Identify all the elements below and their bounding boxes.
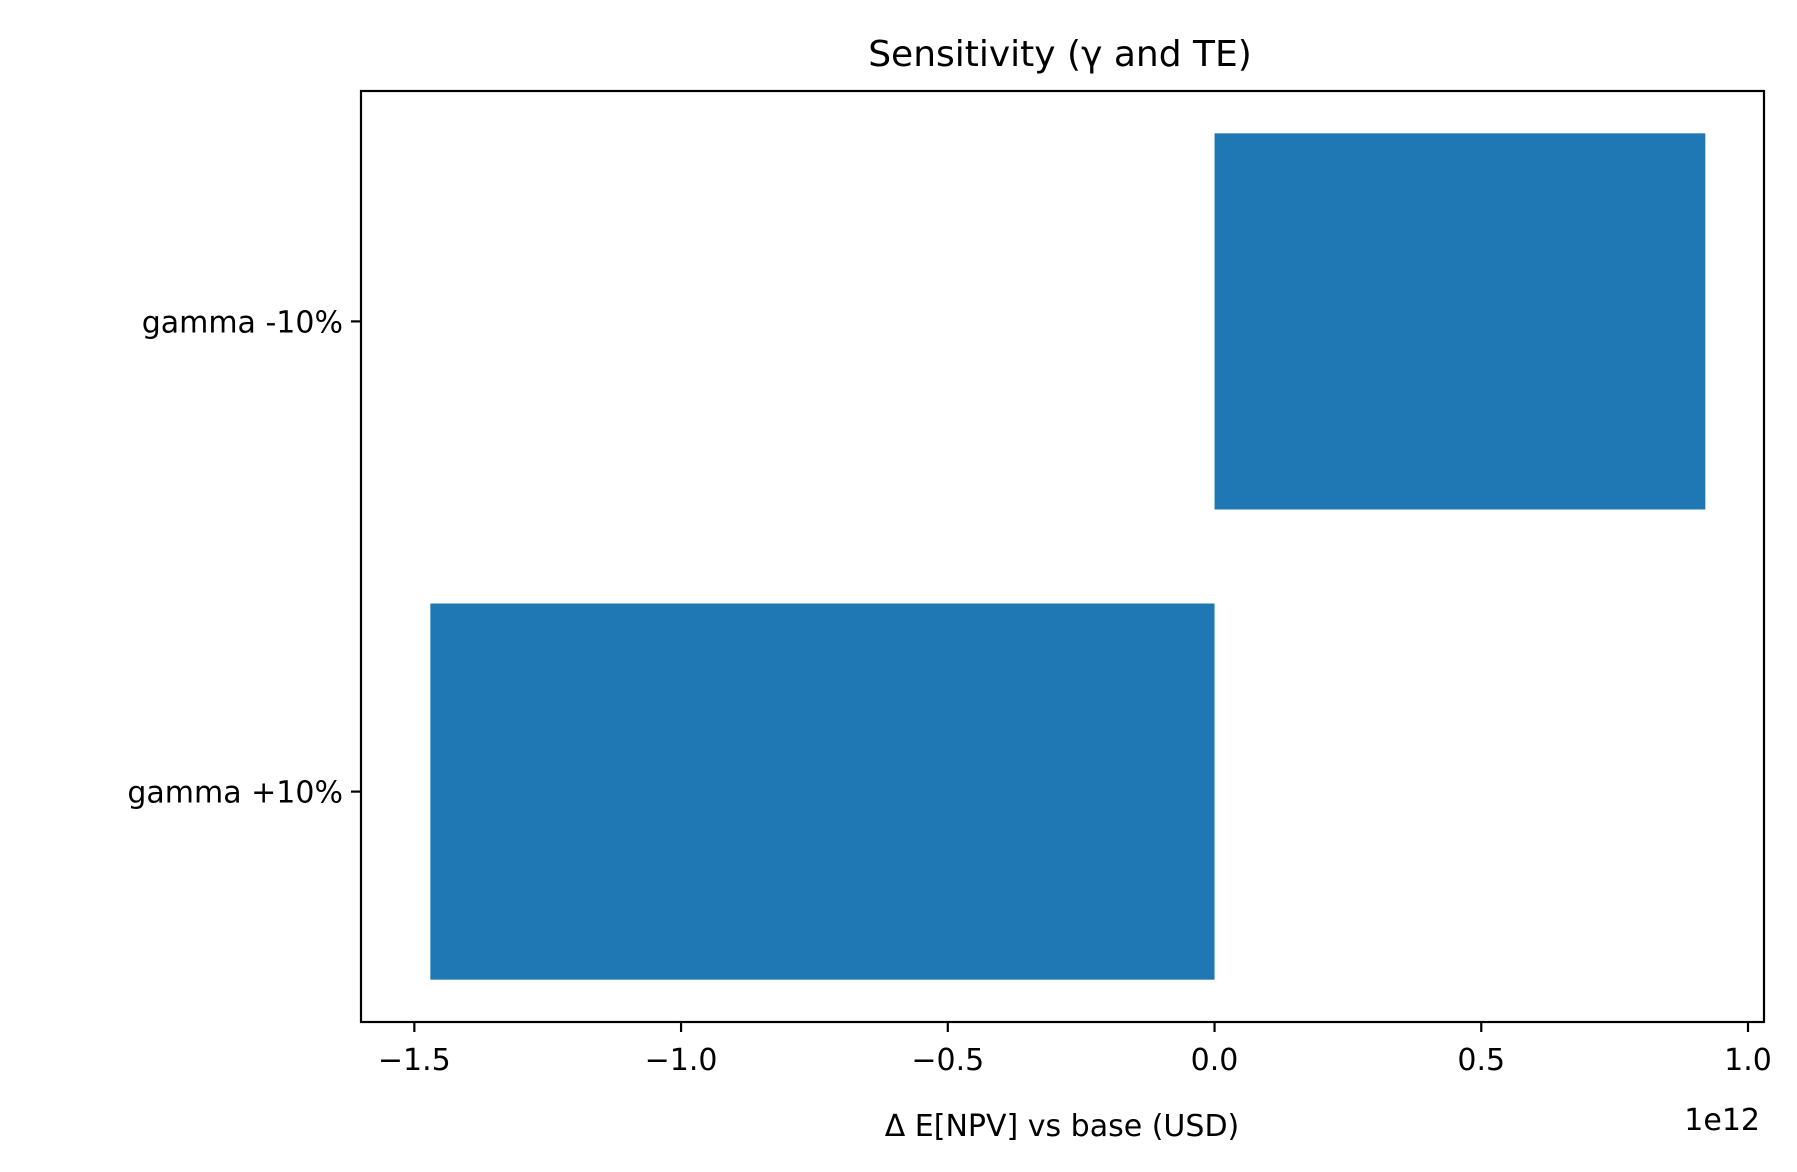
plot-frame [359,89,1766,1024]
x-tick-label: −0.5 [911,1043,984,1078]
x-tick-label: 1.0 [1724,1043,1772,1078]
y-tick-label: gamma -10% [142,305,343,340]
x-tick-label: 0.0 [1191,1043,1239,1078]
x-tick-label: −1.0 [645,1043,718,1078]
y-tick-label: gamma +10% [127,776,343,811]
x-tick-label: −1.5 [378,1043,451,1078]
bars-layer [430,133,1706,980]
x-axis-offset-text: 1e12 [1684,1103,1760,1138]
x-axis-label: Δ E[NPV] vs base (USD) [885,1109,1240,1144]
x-tick-label: 0.5 [1457,1043,1505,1078]
bar-gamma-10 [1214,133,1706,510]
bar-gamma-10 [430,603,1215,980]
x-axis: −1.5 −1.0 −0.5 0.0 0.5 1.0 [378,1022,1772,1078]
chart-title: Sensitivity (γ and TE) [868,34,1252,75]
y-axis: gamma +10% gamma -10% [127,305,361,811]
